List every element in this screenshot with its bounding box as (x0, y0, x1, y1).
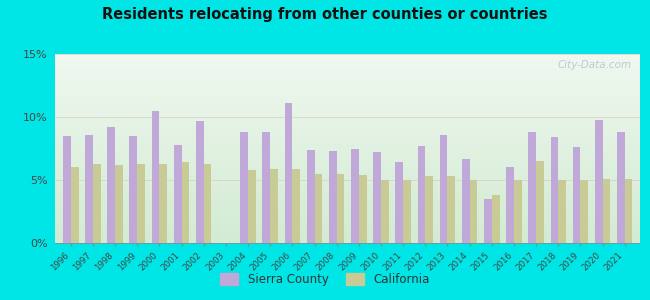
Bar (174, 145, 181, 243)
Bar (558, 180, 566, 243)
Bar (528, 132, 536, 243)
Bar (625, 179, 632, 243)
Bar (417, 146, 425, 243)
Bar (270, 169, 278, 243)
Bar (292, 169, 300, 243)
Bar (351, 148, 359, 243)
Bar (85, 135, 93, 243)
Bar (181, 162, 189, 243)
Bar (425, 176, 433, 243)
Bar (373, 152, 381, 243)
Bar (536, 161, 544, 243)
Bar (307, 150, 315, 243)
Bar (107, 127, 115, 243)
Bar (337, 174, 344, 243)
Bar (595, 119, 603, 243)
Bar (603, 179, 610, 243)
Bar (248, 170, 256, 243)
Bar (137, 164, 145, 243)
Bar (93, 164, 101, 243)
Bar (484, 199, 492, 243)
Bar (359, 175, 367, 243)
Bar (580, 180, 588, 243)
Bar (469, 180, 477, 243)
Bar (63, 136, 71, 243)
Bar (129, 136, 137, 243)
Bar (71, 167, 79, 243)
Bar (447, 176, 455, 243)
Bar (381, 180, 389, 243)
Bar (462, 159, 469, 243)
Bar (203, 164, 211, 243)
Bar (196, 121, 203, 243)
Bar (240, 132, 248, 243)
Bar (492, 195, 500, 243)
Legend: Sierra County, California: Sierra County, California (216, 268, 434, 291)
Bar (151, 111, 159, 243)
Bar (315, 174, 322, 243)
Bar (506, 167, 514, 243)
Bar (115, 165, 123, 243)
Bar (159, 164, 167, 243)
Bar (329, 151, 337, 243)
Bar (439, 135, 447, 243)
Text: Residents relocating from other counties or countries: Residents relocating from other counties… (102, 8, 548, 22)
Bar (285, 103, 292, 243)
Bar (395, 162, 403, 243)
Text: City-Data.com: City-Data.com (557, 60, 632, 70)
Bar (573, 147, 580, 243)
Bar (403, 180, 411, 243)
Bar (551, 137, 558, 243)
Bar (514, 180, 522, 243)
Bar (617, 132, 625, 243)
Bar (263, 132, 270, 243)
